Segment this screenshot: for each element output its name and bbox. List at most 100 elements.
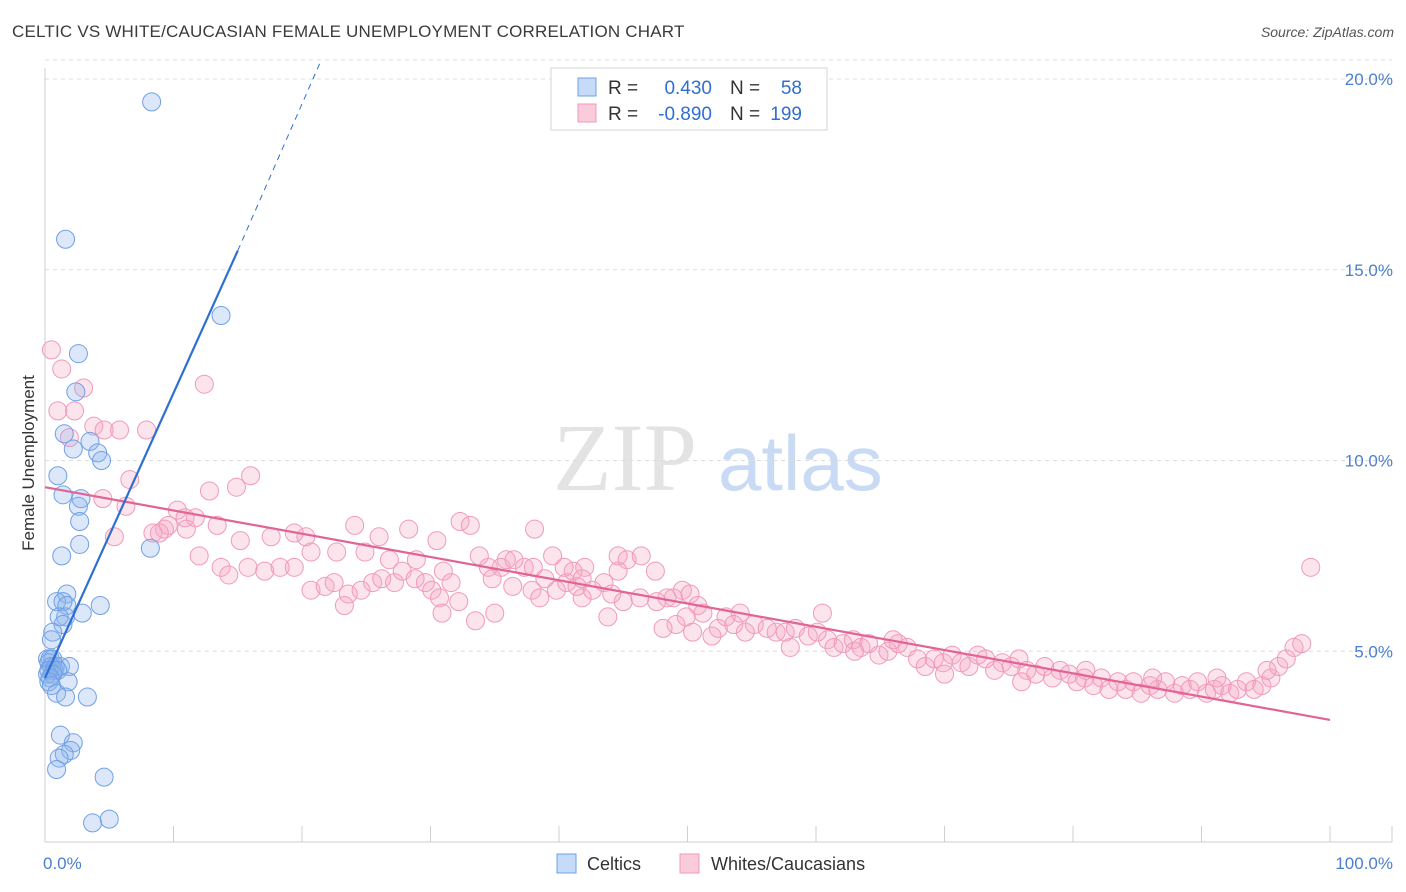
x-tick-labels: 0.0% 100.0% [43,854,1393,873]
point-whites [450,512,470,532]
point-celtics [90,595,110,615]
point-whites [94,420,114,440]
point-celtics [66,382,86,402]
point-whites [338,584,358,604]
point-whites [630,588,650,608]
bottom-legend-celtics: Celtics [587,854,641,874]
chart-title: CELTIC VS WHITE/CAUCASIAN FEMALE UNEMPLO… [12,22,685,41]
point-celtics [47,760,67,780]
stats-legend-box [550,67,828,131]
point-celtics [63,439,83,459]
trend-line-celtics-extension [237,59,322,251]
point-whites [496,550,516,570]
point-whites [52,359,72,379]
point-celtics [68,496,88,516]
point-celtics [92,451,112,470]
point-whites [270,557,290,577]
bottom-legend-swatch-celtics [556,853,577,874]
point-whites [645,561,665,581]
point-whites [708,618,728,638]
point-whites [503,576,523,596]
point-whites [143,523,163,543]
point-whites [631,546,651,566]
point-whites [385,573,405,593]
point-whites [432,603,452,623]
point-whites [110,420,130,440]
point-whites [702,626,722,646]
point-whites [617,550,637,570]
point-whites [327,542,347,562]
point-whites [683,622,703,642]
point-whites [735,622,755,642]
point-whites [415,573,435,593]
point-whites [647,592,667,612]
point-whites [255,561,275,581]
point-whites [241,466,261,486]
point-whites [465,611,485,631]
point-whites [149,523,169,543]
point-whites [1236,672,1256,692]
y-tick-label: 15.0% [1345,261,1393,280]
point-whites [575,557,595,577]
watermark-atlas: atlas [718,419,883,507]
point-celtics [53,592,73,612]
legend-r-label-celtics: R = [608,78,638,99]
point-celtics [48,466,68,486]
point-whites [199,481,219,501]
point-celtics [140,538,160,558]
gridlines [45,59,1392,652]
point-whites [613,592,633,612]
point-whites [230,531,250,551]
point-celtics [70,534,90,554]
point-whites [845,641,865,661]
point-whites [1301,557,1321,577]
point-whites [176,519,196,539]
point-whites [219,565,239,585]
point-whites [780,637,800,657]
point-whites [429,588,449,608]
point-whites [261,527,281,547]
y-tick-label: 5.0% [1354,642,1393,661]
point-whites [598,607,618,627]
point-whites [84,416,104,436]
point-celtics [54,424,74,444]
point-whites [572,588,592,608]
point-whites [833,634,853,654]
series-celtics-points [38,92,231,833]
point-whites [65,401,85,421]
point-whites [1207,668,1227,688]
point-whites [878,641,898,661]
point-whites [422,580,442,600]
source-credit: Source: ZipAtlas.com [1260,24,1394,40]
point-whites [504,550,524,570]
point-whites [522,580,542,600]
point-celtics [68,344,88,364]
point-whites [41,340,61,360]
legend-swatch-celtics [577,77,597,97]
point-whites [189,546,209,566]
point-whites [449,592,469,612]
point-whites [120,470,140,490]
point-whites [460,515,480,535]
legend-n-value-whites: 199 [770,104,802,125]
point-whites [324,573,344,593]
point-whites [530,588,550,608]
point-whites [301,542,321,562]
point-celtics [211,306,231,326]
legend-swatch-whites [577,103,597,123]
y-axis-label: Female Unemployment [19,375,38,551]
point-celtics [142,92,162,112]
point-celtics [94,767,114,787]
point-celtics [80,431,100,451]
x-tick-label-max: 100.0% [1335,854,1393,873]
point-whites [1292,634,1312,654]
point-whites [775,622,795,642]
point-whites [818,630,838,650]
y-tick-label: 10.0% [1345,452,1393,471]
point-whites [427,531,447,551]
point-whites [207,515,227,535]
point-whites [482,569,502,589]
point-whites [525,519,545,539]
point-whites [211,557,231,577]
